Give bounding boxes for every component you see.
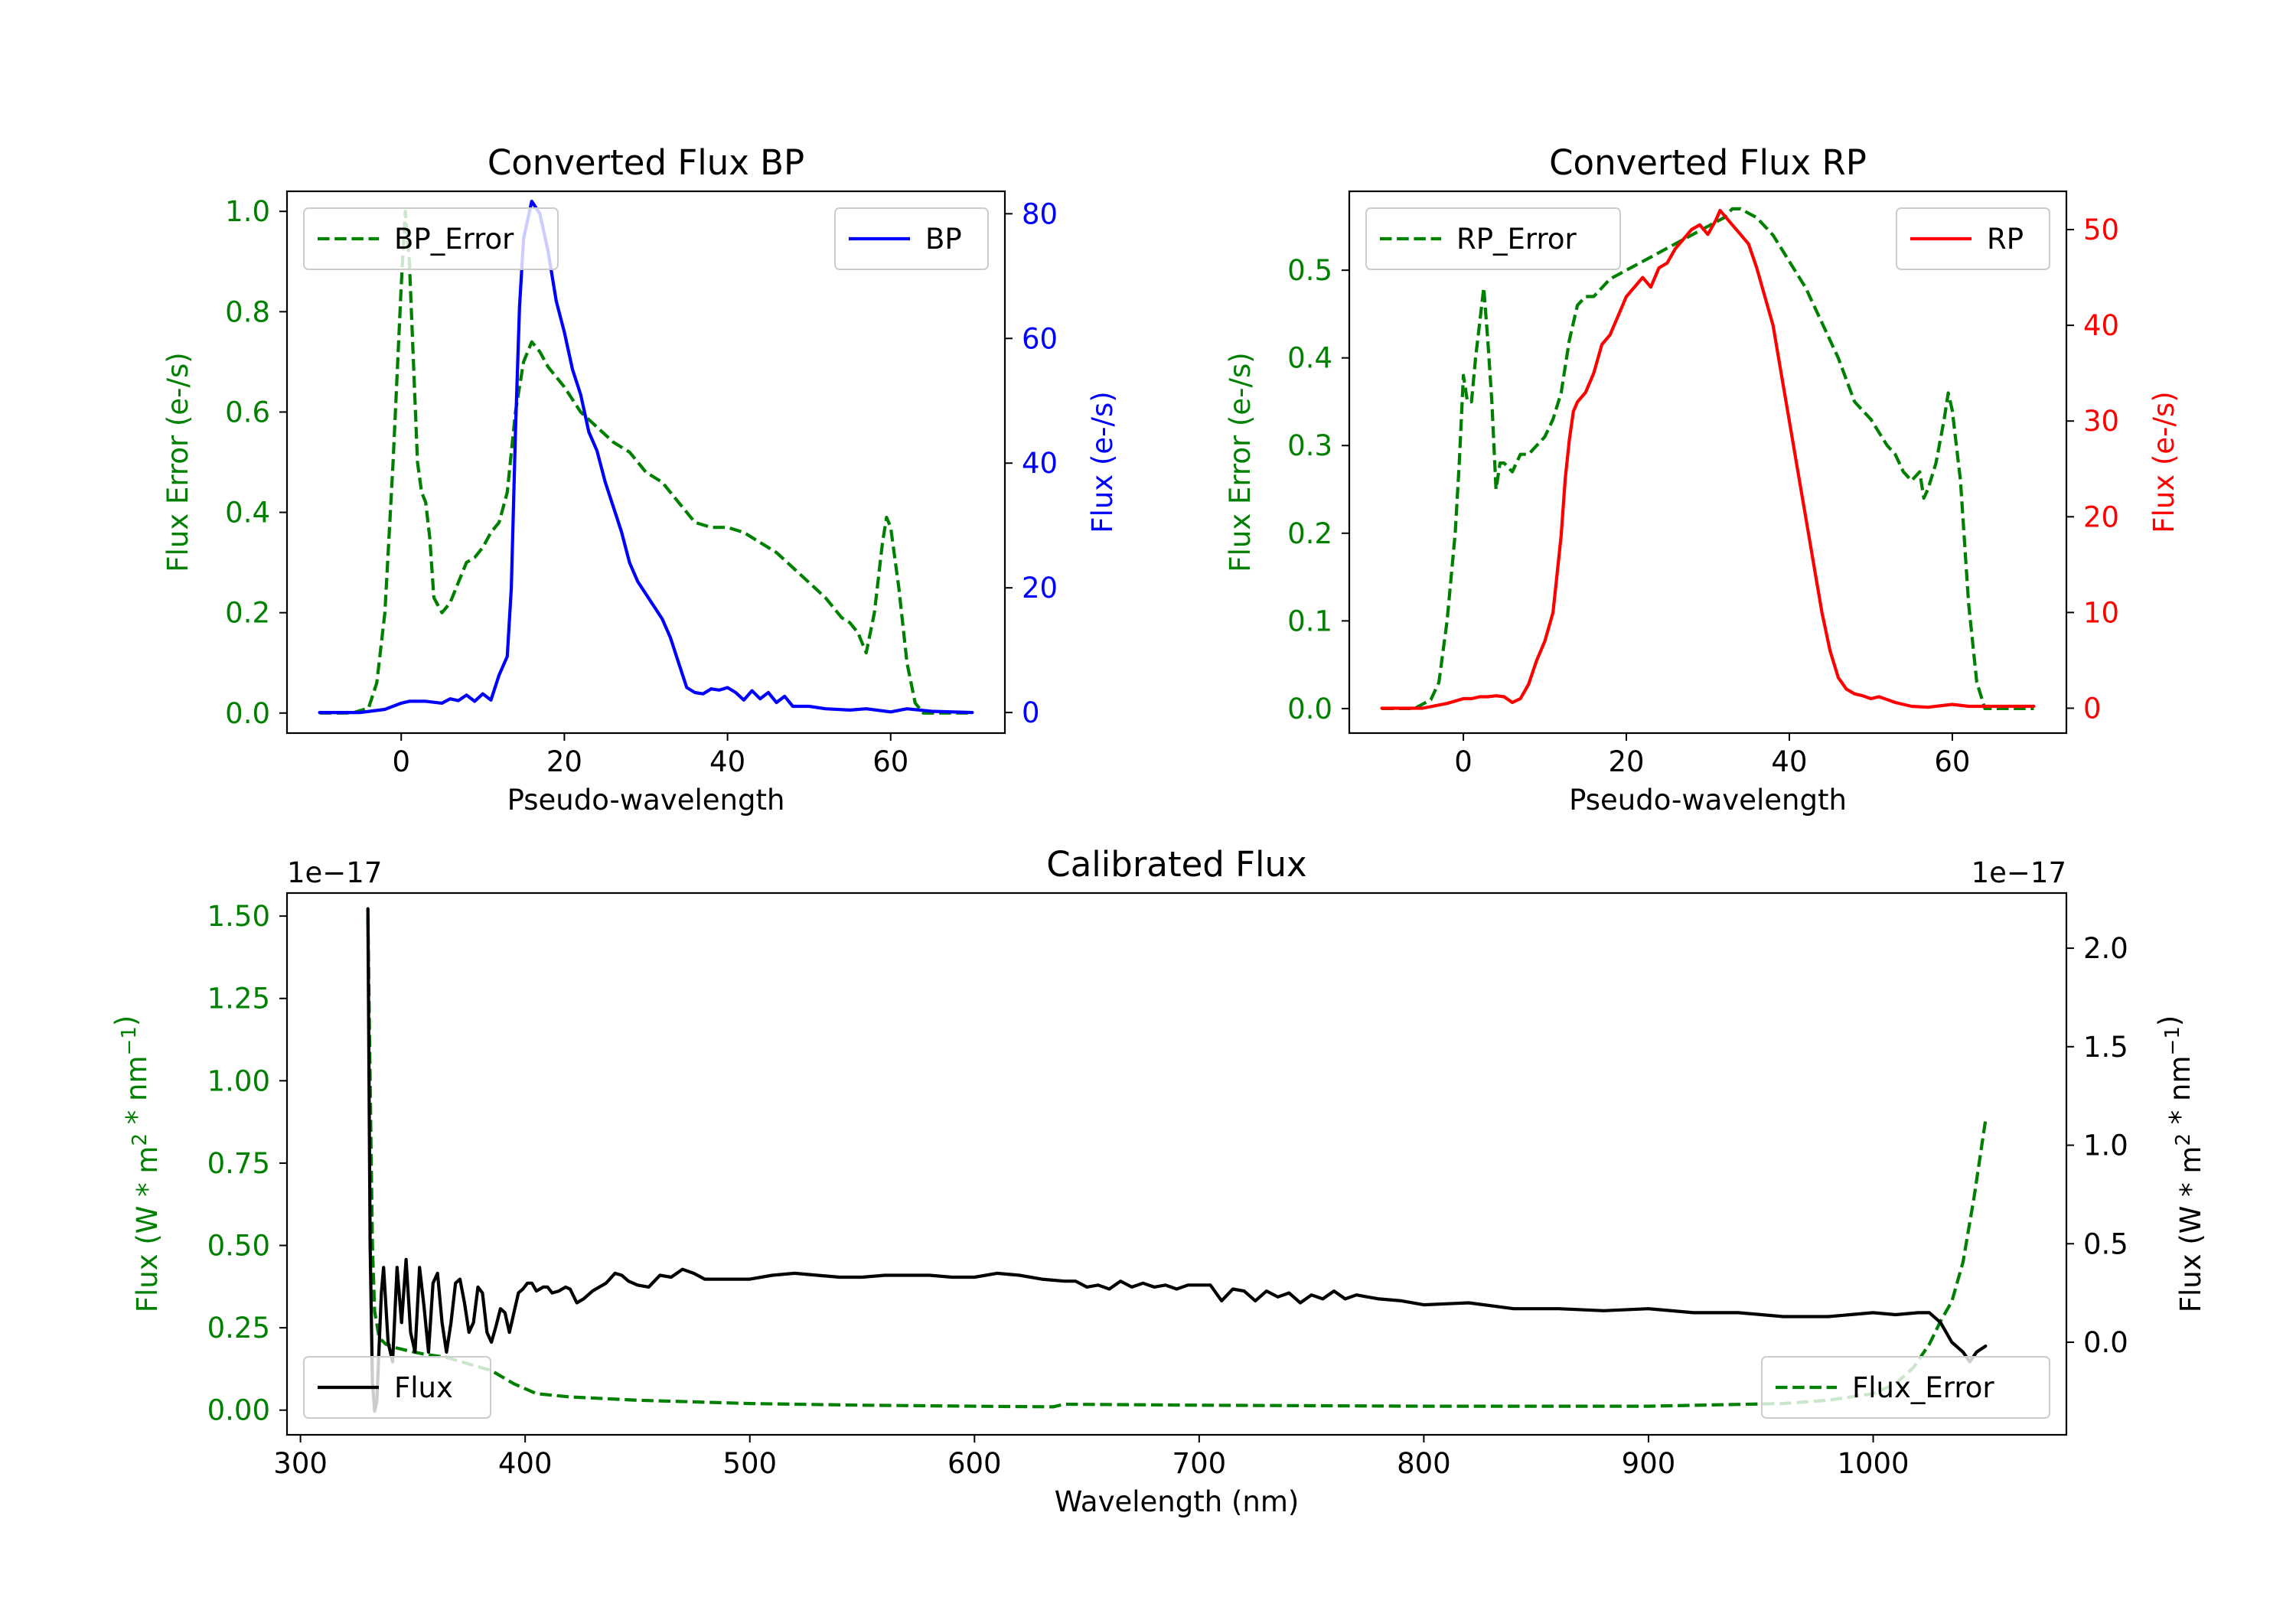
- series-line-bp: [318, 199, 974, 715]
- legend-label: RP_Error: [1456, 223, 1577, 256]
- y-right-tick-label: 30: [2083, 405, 2119, 438]
- legend-bp: BP: [834, 207, 989, 270]
- x-tick-label: 700: [1172, 1447, 1227, 1480]
- y-left-tick-label: 0.50: [207, 1230, 270, 1263]
- y-right-tick-label: 0: [2083, 692, 2102, 725]
- y-right-tick-label: 20: [1022, 572, 1058, 605]
- y-left-tick-label: 1.25: [207, 983, 270, 1015]
- legend-rp-error: RP_Error: [1365, 207, 1621, 270]
- chart-1: 0 20 40 60 0.0 0.1 0.2 0.3 0.4 0.5 0 10 20 30 40 50 Conv…: [1224, 142, 2180, 817]
- x-tick-label: 40: [1771, 745, 1807, 778]
- legend-bp-error: BP_Error: [303, 207, 559, 270]
- y-right-tick-label: 1.5: [2083, 1031, 2128, 1064]
- y-left-tick-label: 0.0: [1287, 693, 1332, 725]
- legend-label: Flux: [394, 1371, 453, 1404]
- chart-title: Converted Flux RP: [1549, 142, 1867, 183]
- y-left-tick-label: 1.0: [225, 195, 270, 228]
- legend-flux: Flux: [303, 1356, 491, 1419]
- legend-flux-error: Flux_Error: [1761, 1356, 2050, 1419]
- y-left-tick-label: 0.1: [1287, 605, 1332, 637]
- y-left-offset-label: 1e−17: [287, 856, 382, 889]
- x-tick-label: 60: [1934, 745, 1970, 778]
- series-line-bp-error: [319, 210, 973, 715]
- plot-frame: [1348, 190, 2068, 735]
- y-right-offset-label: 1e−17: [1971, 856, 2066, 889]
- x-tick-label: 800: [1397, 1447, 1451, 1480]
- y-left-tick-label: 1.50: [207, 900, 270, 933]
- y-left-tick-label: 0.4: [225, 497, 270, 530]
- x-tick-label: 20: [1608, 745, 1644, 778]
- x-tick-label: 300: [273, 1447, 328, 1480]
- x-tick-label: 0: [1454, 745, 1473, 778]
- plot-frame: [285, 892, 2068, 1436]
- y-left-tick-label: 0.2: [1287, 517, 1332, 550]
- series-line-flux: [366, 907, 1988, 1413]
- x-tick-label: 400: [498, 1447, 553, 1480]
- y-right-tick-label: 0.5: [2083, 1227, 2128, 1260]
- y-right-tick-label: 50: [2083, 214, 2119, 246]
- y-left-tick-label: 1.00: [207, 1064, 270, 1097]
- x-tick-label: 500: [722, 1447, 777, 1480]
- y-left-tick-label: 0.4: [1287, 342, 1332, 375]
- chart-title: Calibrated Flux: [1046, 844, 1306, 885]
- x-tick-label: 40: [709, 745, 745, 778]
- legend-label: Flux_Error: [1852, 1371, 1994, 1404]
- x-tick-label: 600: [947, 1447, 1002, 1480]
- y-right-tick-label: 40: [2083, 309, 2119, 342]
- y-right-axis-label: Flux (W * m2 * nm−1): [2153, 1015, 2207, 1313]
- x-axis-label: Wavelength (nm): [1055, 1485, 1300, 1518]
- y-right-tick-label: 20: [2083, 500, 2119, 533]
- chart-title: Converted Flux BP: [488, 142, 804, 183]
- x-axis-label: Pseudo-wavelength: [507, 784, 785, 817]
- y-left-tick-label: 0.5: [1287, 254, 1332, 287]
- legend-label: BP_Error: [394, 223, 514, 256]
- y-left-axis-label: Flux Error (e-/s): [1224, 352, 1257, 572]
- y-right-axis-label: Flux (e-/s): [2148, 391, 2180, 533]
- y-left-tick-label: 0.75: [207, 1147, 270, 1180]
- y-right-tick-label: 0.0: [2083, 1326, 2128, 1359]
- series-line-flux-error: [366, 916, 1988, 1409]
- y-right-tick-label: 1.0: [2083, 1129, 2128, 1162]
- x-tick-label: 0: [392, 745, 410, 778]
- x-tick-label: 60: [872, 745, 908, 778]
- y-right-tick-label: 0: [1022, 696, 1040, 729]
- legend-label: BP: [925, 223, 962, 256]
- y-right-tick-label: 2.0: [2083, 932, 2128, 965]
- series-line-rp: [1380, 208, 2036, 710]
- x-tick-label: 900: [1622, 1447, 1676, 1480]
- chart-0: 0 20 40 60 0.0 0.2 0.4 0.6 0.8 1.0 0 20 40 60 80 Conver…: [161, 142, 1119, 817]
- series-line-rp-error: [1381, 207, 2034, 711]
- x-tick-label: 20: [546, 745, 582, 778]
- chart-2: 300 400 500 600 700 800 900 1000 0.00 0.25 0.50 0.7…: [109, 844, 2207, 1518]
- y-right-tick-label: 40: [1022, 447, 1058, 480]
- x-tick-label: 1000: [1837, 1447, 1909, 1480]
- legend-rp: RP: [1896, 207, 2050, 270]
- legend-label: RP: [1987, 223, 2024, 256]
- y-left-axis-label: Flux (W * m2 * nm−1): [109, 1015, 164, 1313]
- y-left-tick-label: 0.00: [207, 1394, 270, 1427]
- y-left-tick-label: 0.2: [225, 597, 270, 630]
- y-right-tick-label: 10: [2083, 596, 2119, 629]
- y-right-tick-label: 80: [1022, 197, 1058, 230]
- y-left-tick-label: 0.6: [225, 396, 270, 429]
- x-axis-label: Pseudo-wavelength: [1569, 784, 1847, 817]
- y-right-tick-label: 60: [1022, 322, 1058, 355]
- y-left-tick-label: 0.3: [1287, 429, 1332, 462]
- plot-frame: [285, 190, 1006, 735]
- y-left-tick-label: 0.8: [225, 295, 270, 328]
- y-right-axis-label: Flux (e-/s): [1086, 391, 1119, 533]
- y-left-tick-label: 0.0: [225, 697, 270, 730]
- y-left-axis-label: Flux Error (e-/s): [161, 352, 194, 572]
- y-left-tick-label: 0.25: [207, 1312, 270, 1345]
